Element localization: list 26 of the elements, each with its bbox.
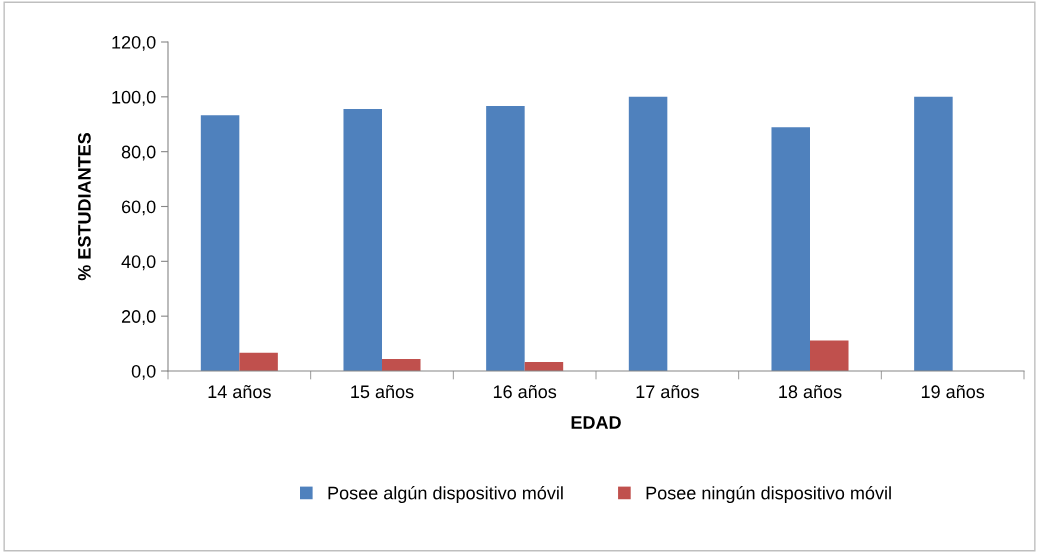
bar	[239, 352, 278, 371]
y-tick-label: 100,0	[112, 90, 156, 106]
x-tick-label: 16 años	[493, 385, 557, 399]
legend-label: Posee algún dispositivo móvil	[328, 485, 563, 503]
y-tick-label: 120,0	[112, 35, 156, 51]
y-axis-title: % ESTUDIANTES	[78, 132, 91, 281]
bar	[486, 105, 525, 371]
bar	[771, 127, 810, 371]
y-tick-label: 20,0	[121, 310, 156, 326]
x-tick-label: 19 años	[921, 385, 985, 399]
x-tick-label: 18 años	[779, 385, 842, 399]
y-tick-label: 60,0	[121, 200, 156, 216]
x-tick-label: 17 años	[636, 385, 699, 399]
x-tick-label: 14 años	[208, 385, 271, 399]
bar	[810, 340, 849, 371]
bar	[343, 108, 382, 371]
bar	[628, 96, 668, 371]
bar	[200, 115, 240, 371]
x-axis-title: EDAD	[571, 416, 621, 429]
legend-label: Posee ningún dispositivo móvil	[646, 485, 891, 503]
bar	[914, 96, 953, 371]
y-tick-label: 40,0	[121, 255, 156, 271]
y-tick-label: 80,0	[121, 145, 156, 161]
bar	[382, 358, 421, 371]
y-tick-label: 0,0	[131, 364, 156, 380]
x-tick-label: 15 años	[351, 385, 414, 399]
